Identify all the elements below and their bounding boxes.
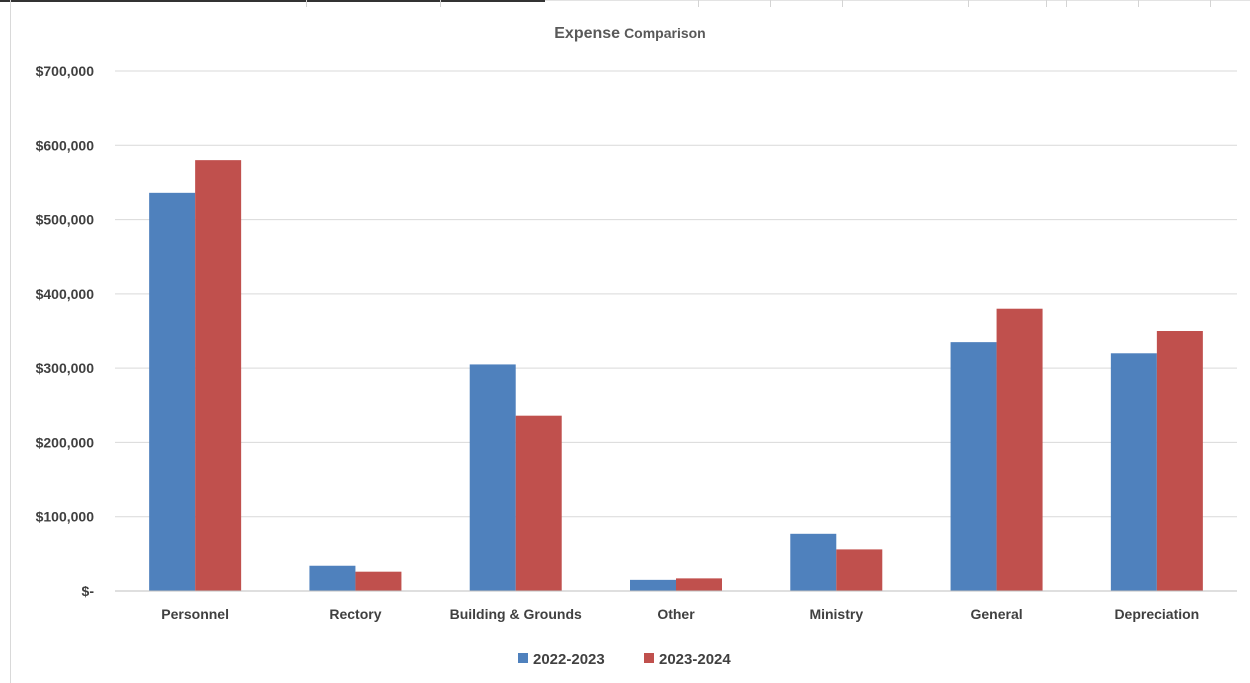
x-category-label: Ministry bbox=[809, 606, 863, 622]
legend-swatch bbox=[644, 653, 654, 663]
gridlines bbox=[115, 70, 1237, 518]
sheet-column-divider bbox=[968, 0, 969, 7]
sheet-selection-edge bbox=[0, 0, 545, 2]
sheet-column-divider bbox=[1138, 0, 1139, 7]
sheet-gridline-top bbox=[0, 0, 1250, 1]
sheet-column-divider bbox=[770, 0, 771, 7]
bar-2022-2023-rectory bbox=[309, 565, 356, 591]
y-tick-label: $700,000 bbox=[36, 63, 95, 79]
sheet-column-divider bbox=[842, 0, 843, 7]
legend-swatch bbox=[518, 653, 528, 663]
x-category-label: Personnel bbox=[161, 606, 229, 622]
bar-2022-2023-personnel bbox=[149, 192, 196, 592]
x-category-label: Building & Grounds bbox=[450, 606, 582, 622]
sheet-column-divider bbox=[698, 0, 699, 7]
bar-2022-2023-depreciation bbox=[1110, 353, 1157, 591]
chart-title-main: Expense bbox=[554, 25, 620, 42]
bar-2022-2023-other bbox=[630, 579, 676, 591]
x-category-label: General bbox=[971, 606, 1023, 622]
chart-area-left-border bbox=[10, 0, 11, 683]
legend-label: 2023-2024 bbox=[659, 651, 731, 668]
y-tick-label: $200,000 bbox=[36, 434, 95, 450]
legend-label: 2022-2023 bbox=[533, 651, 605, 668]
y-tick-label: $400,000 bbox=[36, 286, 95, 302]
legend[interactable]: 2022-2023 2023-2024 bbox=[518, 651, 731, 668]
x-category-label: Depreciation bbox=[1114, 606, 1199, 622]
y-tick-label: $100,000 bbox=[36, 509, 95, 525]
y-tick-label: $500,000 bbox=[36, 212, 95, 228]
bar-2023-2024-building-grounds bbox=[515, 415, 562, 591]
sheet-column-divider bbox=[1210, 0, 1211, 7]
sheet-column-divider bbox=[1046, 0, 1047, 7]
y-tick-label: $- bbox=[82, 583, 95, 599]
bar-2023-2024-rectory bbox=[355, 571, 402, 591]
bar-2023-2024-depreciation bbox=[1156, 331, 1203, 591]
sheet-column-divider bbox=[306, 0, 307, 7]
bar-2023-2024-general bbox=[996, 308, 1043, 591]
bar-2022-2023-building-grounds bbox=[469, 364, 516, 591]
x-axis-category-labels: Personnel Rectory Building & Grounds Other M… bbox=[161, 606, 1199, 622]
bar-2022-2023-ministry bbox=[790, 533, 837, 591]
y-tick-label: $300,000 bbox=[36, 360, 95, 376]
bar-2023-2024-ministry bbox=[836, 549, 883, 591]
x-category-label: Rectory bbox=[329, 606, 381, 622]
bar-2023-2024-personnel bbox=[195, 160, 242, 591]
sheet-column-divider bbox=[1066, 0, 1067, 7]
chart-title-suffix: Comparison bbox=[624, 25, 706, 41]
bar-2022-2023-general bbox=[950, 342, 997, 591]
bar-2023-2024-other bbox=[676, 578, 722, 591]
y-axis-tick-labels: $- $100,000 $200,000 $300,000 $400,000 $500,0… bbox=[36, 63, 95, 599]
y-tick-label: $600,000 bbox=[36, 137, 95, 153]
chart-title: Expense Comparison bbox=[554, 25, 706, 42]
bars bbox=[149, 160, 1203, 592]
x-category-label: Other bbox=[657, 606, 695, 622]
sheet-column-divider bbox=[440, 0, 441, 7]
